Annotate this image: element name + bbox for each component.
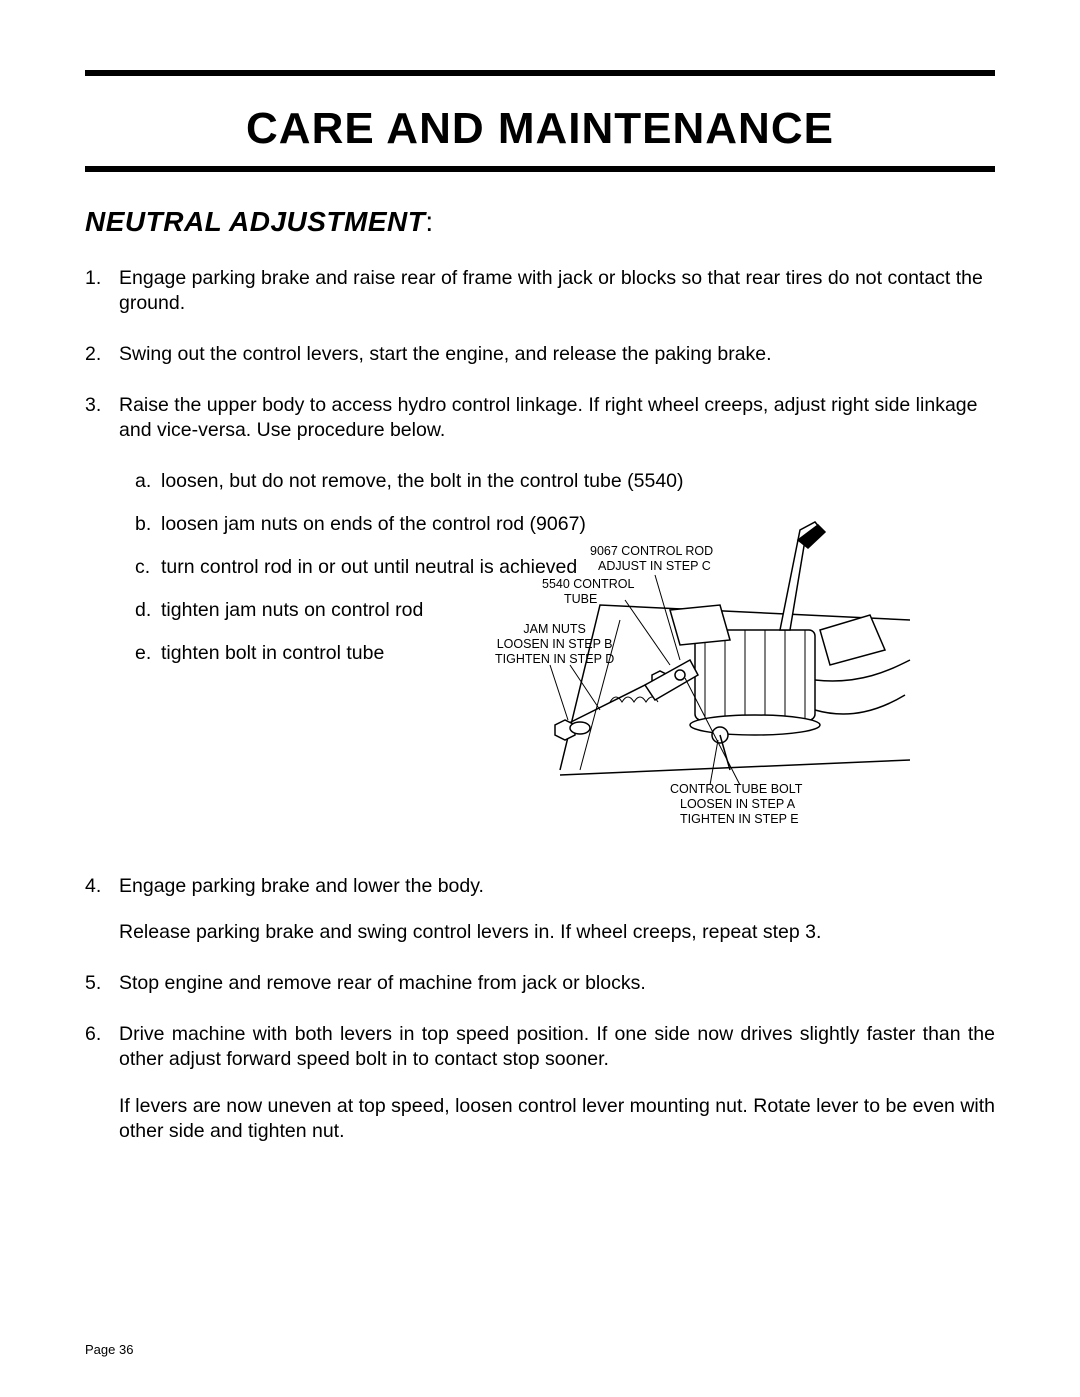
page-number: Page 36 — [85, 1342, 133, 1357]
step-6-continued: If levers are now uneven at top speed, l… — [119, 1094, 995, 1144]
step-1: 1. Engage parking brake and raise rear o… — [85, 266, 995, 316]
page-title: CARE AND MAINTENANCE — [85, 104, 995, 154]
substep-d-lett: d. — [135, 598, 161, 623]
section-subhead: NEUTRAL ADJUSTMENT: — [85, 206, 995, 238]
substep-b-lett: b. — [135, 512, 161, 537]
step-4-text: Engage parking brake and lower the body. — [119, 874, 995, 899]
substep-e-lett: e. — [135, 641, 161, 666]
subhead-text: NEUTRAL ADJUSTMENT — [85, 206, 425, 237]
step-3: 3. Raise the upper body to access hydro … — [85, 393, 995, 443]
step-5: 5. Stop engine and remove rear of machin… — [85, 971, 995, 996]
step-5-num: 5. — [85, 971, 119, 996]
step-4: 4. Engage parking brake and lower the bo… — [85, 874, 995, 899]
substep-a: a. loosen, but do not remove, the bolt i… — [135, 469, 995, 494]
step-3-text: Raise the upper body to access hydro con… — [119, 393, 995, 443]
bottom-rule — [85, 166, 995, 172]
step-2-num: 2. — [85, 342, 119, 367]
step-3-num: 3. — [85, 393, 119, 443]
top-rule — [85, 70, 995, 76]
step-1-num: 1. — [85, 266, 119, 316]
step-5-text: Stop engine and remove rear of machine f… — [119, 971, 995, 996]
substep-a-lett: a. — [135, 469, 161, 494]
step-6: 6. Drive machine with both levers in top… — [85, 1022, 995, 1072]
neutral-adjustment-diagram: 9067 CONTROL ROD ADJUST IN STEP C 5540 C… — [480, 510, 920, 830]
step-2-text: Swing out the control levers, start the … — [119, 342, 995, 367]
step-2: 2. Swing out the control levers, start t… — [85, 342, 995, 367]
substep-a-text: loosen, but do not remove, the bolt in t… — [161, 469, 995, 494]
diagram-svg — [480, 510, 920, 830]
step-1-text: Engage parking brake and raise rear of f… — [119, 266, 995, 316]
subhead-colon: : — [425, 206, 433, 237]
step-4-continued: Release parking brake and swing control … — [119, 920, 995, 945]
substep-c-lett: c. — [135, 555, 161, 580]
step-6-num: 6. — [85, 1022, 119, 1072]
step-4-num: 4. — [85, 874, 119, 899]
step-6-text: Drive machine with both levers in top sp… — [119, 1022, 995, 1072]
